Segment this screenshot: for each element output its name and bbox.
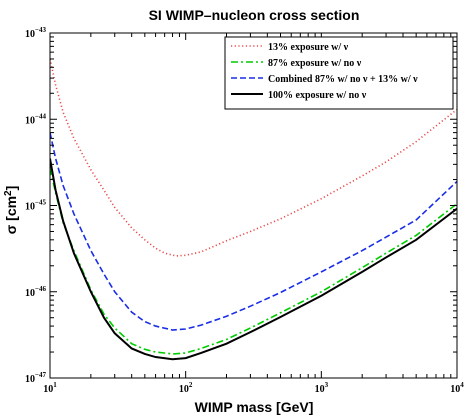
y-tick-label: 10−47	[25, 371, 46, 385]
chart-title: SI WIMP–nucleon cross section	[149, 7, 360, 23]
legend-label-4: 100% exposure w/ no ν	[268, 90, 367, 101]
x-tick-label: 103	[315, 381, 329, 395]
legend-label-3: Combined 87% w/ no ν + 13% w/ ν	[268, 74, 418, 85]
series-line-4	[50, 158, 457, 361]
y-tick-label: 10−43	[25, 26, 46, 40]
plot-area	[50, 58, 457, 361]
legend-label-1: 13% exposure w/ ν	[268, 42, 349, 53]
series-line-3	[50, 132, 457, 331]
legend-box	[224, 36, 454, 110]
series-line-1	[50, 58, 457, 257]
x-tick-label: 101	[43, 381, 57, 395]
y-axis-label: σ [cm2]	[3, 186, 19, 235]
x-axis-label: WIMP mass [GeV]	[195, 399, 314, 415]
legend-label-2: 87% exposure w/ no ν	[268, 58, 362, 69]
y-tick-label: 10−45	[25, 199, 46, 213]
x-tick-label: 104	[450, 381, 464, 395]
series-line-2	[50, 168, 457, 355]
y-tick-label: 10−44	[25, 112, 46, 126]
x-tick-label: 102	[179, 381, 193, 395]
legend: 13% exposure w/ ν 87% exposure w/ no ν Com…	[224, 36, 454, 110]
y-tick-label: 10−46	[25, 285, 46, 299]
